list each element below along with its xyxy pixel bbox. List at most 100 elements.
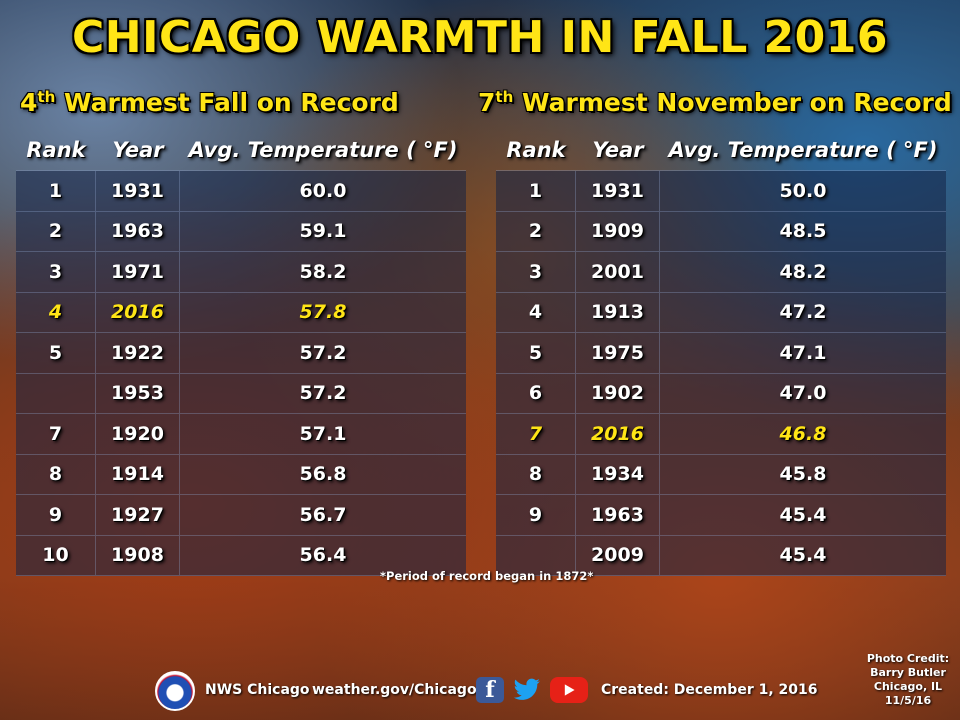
- year-cell: 2016: [576, 414, 660, 454]
- rank-cell: 7: [496, 414, 576, 454]
- column-header-temperature: Avg. Temperature ( °F): [668, 138, 938, 162]
- year-cell: 2016: [96, 292, 180, 332]
- rank-cell: 3: [16, 252, 96, 292]
- column-header-year: Year: [592, 138, 644, 162]
- table-header-row: Rank Year Avg. Temperature ( °F): [16, 130, 466, 171]
- year-cell: 1953: [96, 373, 180, 413]
- rank-cell: 6: [496, 373, 576, 413]
- temperature-cell: 45.4: [779, 503, 827, 526]
- temperature-cell: 48.2: [779, 260, 827, 283]
- footer-org: NWS Chicago: [205, 682, 310, 698]
- footer-url-link[interactable]: weather.gov/Chicago: [312, 682, 477, 698]
- column-header-year: Year: [112, 138, 164, 162]
- temperature-cell: 56.7: [299, 503, 347, 526]
- temperature-cell: 57.1: [299, 422, 347, 445]
- record-period-note: *Period of record began in 1872*: [380, 569, 594, 583]
- table-row: 2 1963 59.1: [16, 211, 466, 252]
- year-cell: 1975: [576, 333, 660, 373]
- temperature-cell: 48.5: [779, 220, 827, 243]
- table-row: 9 1927 56.7: [16, 495, 466, 536]
- rank-cell: 4: [496, 292, 576, 332]
- year-cell: 1931: [96, 171, 180, 211]
- table-row: 7 2016 46.8: [496, 414, 946, 455]
- twitter-icon[interactable]: [513, 677, 541, 703]
- temperature-cell: 45.8: [779, 463, 827, 486]
- rank-cell: 5: [496, 333, 576, 373]
- temperature-cell: 50.0: [779, 179, 827, 202]
- table-header-row: Rank Year Avg. Temperature ( °F): [496, 130, 946, 171]
- temperature-cell: 60.0: [299, 179, 347, 202]
- rank-cell: 2: [496, 211, 576, 251]
- year-cell: 1920: [96, 414, 180, 454]
- rank-cell: 2: [16, 211, 96, 251]
- temperature-cell: 57.8: [299, 301, 347, 324]
- photo-credit-label: Photo Credit:: [866, 652, 950, 665]
- november-rankings-table: Rank Year Avg. Temperature ( °F) 1 1931 50…: [496, 130, 946, 576]
- year-cell: 1931: [576, 171, 660, 211]
- year-cell: 2009: [576, 535, 660, 575]
- year-cell: 1971: [96, 252, 180, 292]
- rank-cell: 9: [496, 495, 576, 535]
- temperature-cell: 57.2: [299, 341, 347, 364]
- youtube-play-shape: [564, 684, 575, 696]
- photo-credit-name: Barry Butler: [870, 666, 946, 679]
- facebook-icon[interactable]: f: [476, 677, 504, 703]
- table-row: 3 2001 48.2: [496, 252, 946, 293]
- temperature-cell: 47.1: [779, 341, 827, 364]
- year-cell: 1909: [576, 211, 660, 251]
- created-date: Created: December 1, 2016: [601, 682, 818, 698]
- column-header-temperature: Avg. Temperature ( °F): [188, 138, 458, 162]
- fall-subtitle-rank: 4: [20, 88, 38, 117]
- table-row: 2 1909 48.5: [496, 211, 946, 252]
- fall-subtitle-text: Warmest Fall on Record: [55, 88, 399, 117]
- year-cell: 1922: [96, 333, 180, 373]
- rank-cell: [16, 373, 96, 413]
- rank-cell: 4: [16, 292, 96, 332]
- year-cell: 1963: [96, 211, 180, 251]
- table-row: 1953 57.2: [16, 373, 466, 414]
- rank-cell: 8: [496, 454, 576, 494]
- year-cell: 1913: [576, 292, 660, 332]
- table-row: 5 1922 57.2: [16, 333, 466, 374]
- youtube-icon[interactable]: [550, 677, 588, 703]
- table-row: 9 1963 45.4: [496, 495, 946, 536]
- nws-logo-icon: [155, 671, 195, 711]
- table-row: 10 1908 56.4: [16, 535, 466, 576]
- table-row: 8 1914 56.8: [16, 454, 466, 495]
- fall-subtitle-suffix: th: [37, 88, 56, 106]
- november-subtitle-text: Warmest November on Record: [513, 88, 952, 117]
- rank-cell: 5: [16, 333, 96, 373]
- twitter-bird-shape: [513, 678, 540, 700]
- temperature-cell: 56.8: [299, 463, 347, 486]
- table-row: 4 2016 57.8: [16, 292, 466, 333]
- november-subtitle-rank: 7: [478, 88, 496, 117]
- table-row: 1 1931 50.0: [496, 171, 946, 212]
- rank-cell: [496, 535, 576, 575]
- fall-table-subtitle: 4th Warmest Fall on Record: [20, 88, 399, 117]
- november-subtitle-suffix: th: [495, 88, 514, 106]
- rank-cell: 10: [16, 535, 96, 575]
- rank-cell: 7: [16, 414, 96, 454]
- temperature-cell: 56.4: [299, 544, 347, 567]
- table-row: 5 1975 47.1: [496, 333, 946, 374]
- table-row: 3 1971 58.2: [16, 252, 466, 293]
- year-cell: 2001: [576, 252, 660, 292]
- photo-credit: Photo Credit: Barry Butler Chicago, IL 1…: [860, 652, 956, 708]
- year-cell: 1914: [96, 454, 180, 494]
- photo-credit-date: 11/5/16: [884, 694, 932, 707]
- rank-cell: 1: [496, 171, 576, 211]
- fall-rankings-table: Rank Year Avg. Temperature ( °F) 1 1931 60…: [16, 130, 466, 576]
- temperature-cell: 59.1: [299, 220, 347, 243]
- table-row: 6 1902 47.0: [496, 373, 946, 414]
- year-cell: 1963: [576, 495, 660, 535]
- temperature-cell: 47.0: [779, 382, 827, 405]
- year-cell: 1908: [96, 535, 180, 575]
- table-row: 2009 45.4: [496, 535, 946, 576]
- rank-cell: 9: [16, 495, 96, 535]
- temperature-cell: 47.2: [779, 301, 827, 324]
- page-title: CHICAGO WARMTH IN FALL 2016: [71, 12, 889, 63]
- column-header-rank: Rank: [26, 138, 86, 162]
- temperature-cell: 46.8: [779, 422, 827, 445]
- table-row: 8 1934 45.8: [496, 454, 946, 495]
- table-row: 1 1931 60.0: [16, 171, 466, 212]
